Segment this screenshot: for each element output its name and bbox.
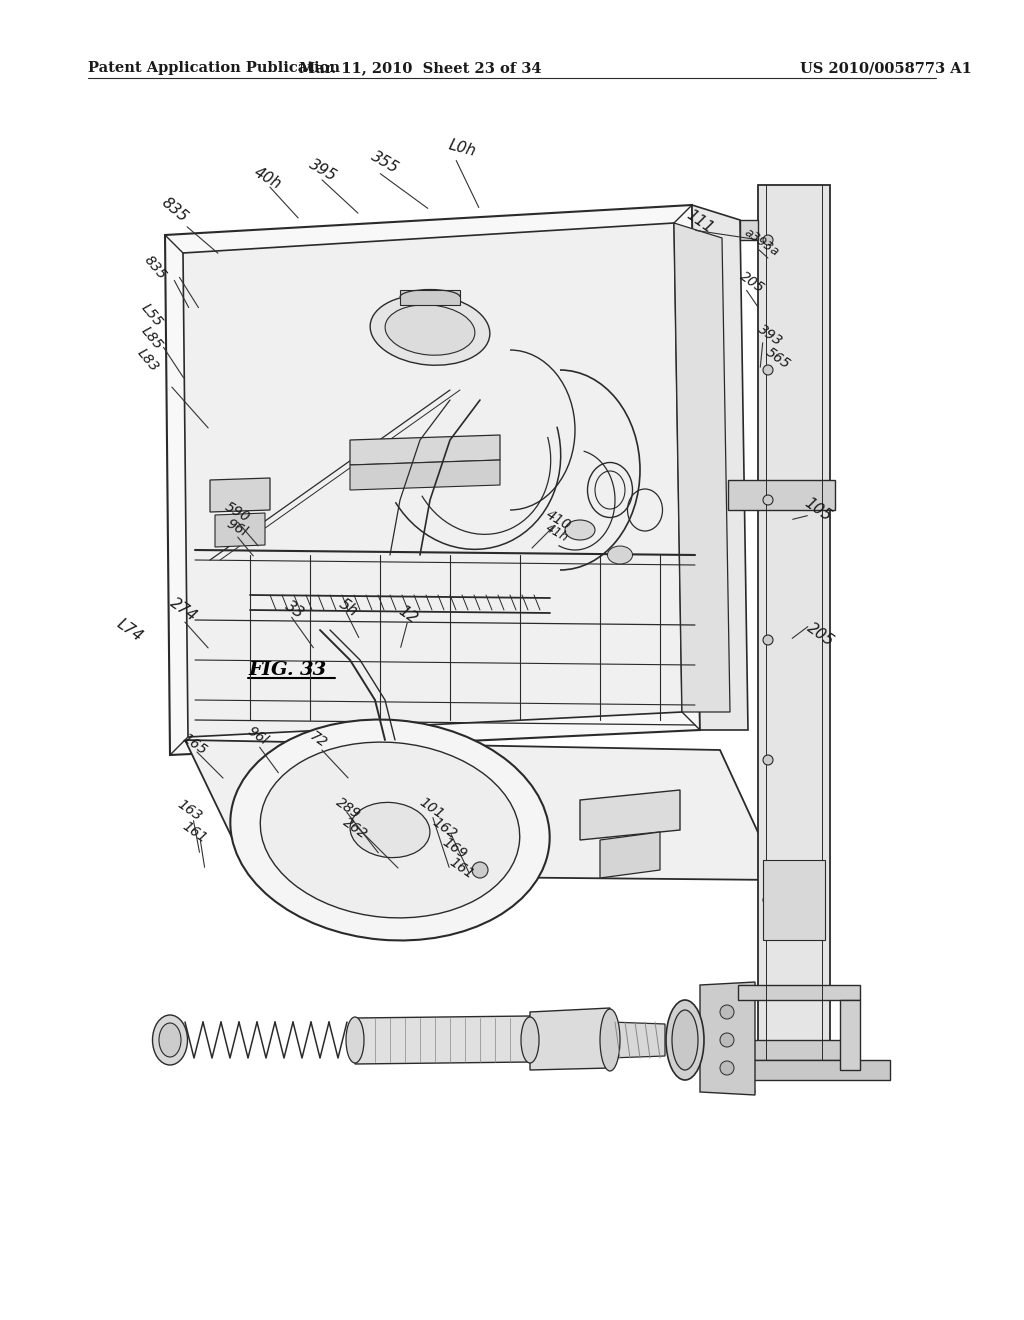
Text: FIG.: FIG. [248,661,294,678]
Text: 161: 161 [180,818,210,845]
Polygon shape [718,1040,850,1060]
Circle shape [472,862,488,878]
Ellipse shape [607,546,633,564]
Text: 393: 393 [755,322,785,348]
Text: L55: L55 [138,301,166,329]
Polygon shape [700,982,755,1096]
Text: 41h: 41h [544,521,570,545]
Polygon shape [350,459,500,490]
Text: a393a: a393a [742,226,781,259]
Ellipse shape [600,1008,620,1071]
Polygon shape [355,1016,530,1064]
Text: 289: 289 [333,795,362,821]
Ellipse shape [350,803,430,858]
Ellipse shape [153,1015,187,1065]
Polygon shape [718,1060,890,1080]
Text: 40h: 40h [252,164,285,191]
Text: 565: 565 [763,345,793,371]
Polygon shape [185,741,780,880]
Polygon shape [738,985,860,1001]
Text: 101: 101 [417,795,446,821]
Text: 162: 162 [430,814,460,841]
Text: 165: 165 [180,731,210,758]
Text: 12: 12 [395,603,420,627]
Text: 161: 161 [447,854,477,882]
Text: 205: 205 [737,269,767,296]
Text: 163: 163 [175,797,205,824]
Text: 33: 33 [300,661,328,678]
Text: 111: 111 [684,207,716,236]
Text: 169: 169 [440,834,470,862]
Text: 835: 835 [159,195,191,226]
Ellipse shape [521,1016,539,1063]
Text: 96l: 96l [224,516,250,540]
Ellipse shape [260,742,520,917]
Text: 33: 33 [283,598,307,622]
Circle shape [763,235,773,246]
Ellipse shape [159,1023,181,1057]
Polygon shape [215,513,265,546]
Ellipse shape [230,719,550,940]
Circle shape [763,635,773,645]
Text: Patent Application Publication: Patent Application Publication [88,61,340,75]
Text: 355: 355 [369,148,401,176]
Polygon shape [674,223,730,711]
Circle shape [720,1061,734,1074]
Text: Mar. 11, 2010  Sheet 23 of 34: Mar. 11, 2010 Sheet 23 of 34 [299,61,542,75]
Polygon shape [530,1008,610,1071]
Polygon shape [350,436,500,465]
Circle shape [720,1005,734,1019]
Text: 395: 395 [306,156,339,183]
Polygon shape [728,480,835,510]
Text: 105: 105 [802,495,835,524]
Ellipse shape [346,1016,364,1063]
Polygon shape [610,1022,665,1059]
Text: 590: 590 [222,499,252,525]
Circle shape [763,755,773,766]
Text: L74: L74 [115,616,145,644]
Text: 5h: 5h [336,597,360,619]
Ellipse shape [672,1010,698,1071]
Text: L83: L83 [134,346,162,375]
Circle shape [763,495,773,506]
Polygon shape [600,832,660,878]
Text: 274: 274 [167,595,200,624]
Ellipse shape [666,1001,705,1080]
Text: 410: 410 [543,507,573,533]
Polygon shape [400,290,460,305]
Text: 96l: 96l [245,725,271,748]
Polygon shape [692,205,748,730]
Polygon shape [183,223,682,737]
Polygon shape [740,220,758,240]
Polygon shape [758,185,830,1060]
Polygon shape [840,1001,860,1071]
Text: L0h: L0h [446,137,477,158]
Circle shape [720,1034,734,1047]
Ellipse shape [370,294,489,366]
Ellipse shape [565,520,595,540]
Text: L85: L85 [138,323,166,352]
Text: 262: 262 [340,814,370,841]
Polygon shape [165,205,700,755]
Text: US 2010/0058773 A1: US 2010/0058773 A1 [800,61,972,75]
Polygon shape [210,478,270,512]
Polygon shape [763,861,825,940]
Text: 72: 72 [307,729,330,751]
Circle shape [763,366,773,375]
Polygon shape [580,789,680,840]
Ellipse shape [385,305,475,355]
Circle shape [763,895,773,906]
Text: 835: 835 [141,253,169,282]
Text: 205: 205 [804,620,837,649]
